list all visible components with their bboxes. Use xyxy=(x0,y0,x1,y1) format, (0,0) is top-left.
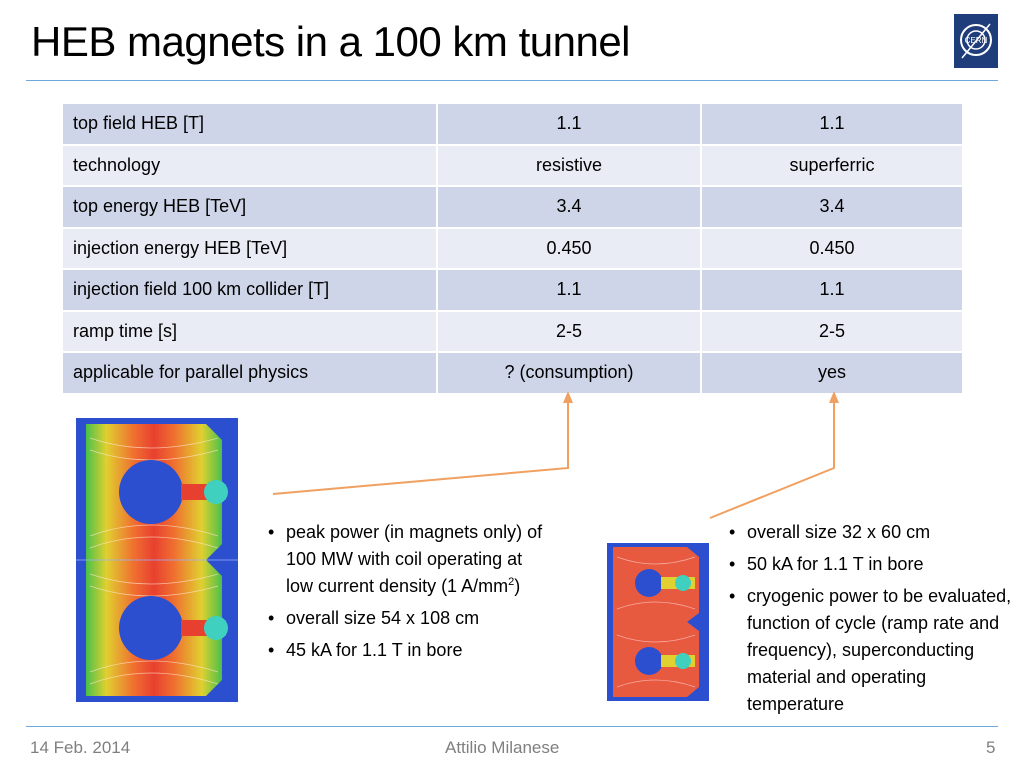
table-row: ramp time [s] 2-5 2-5 xyxy=(61,309,964,353)
superferric-notes-list: overall size 32 x 60 cm 50 kA for 1.1 T … xyxy=(727,519,1017,723)
row-label: technology xyxy=(61,143,438,187)
row-label: applicable for parallel physics xyxy=(61,351,438,395)
superferric-value: superferric xyxy=(700,143,964,187)
cern-logo: CERN xyxy=(954,14,998,68)
resistive-magnet-fieldmap-image xyxy=(76,418,238,702)
superferric-value: 0.450 xyxy=(700,226,964,270)
table-row: injection energy HEB [TeV] 0.450 0.450 xyxy=(61,226,964,270)
footer-divider xyxy=(26,726,998,727)
resistive-value: 0.450 xyxy=(436,226,702,270)
resistive-value: 2-5 xyxy=(436,309,702,353)
table-row: applicable for parallel physics ? (consu… xyxy=(61,351,964,395)
list-item: overall size 32 x 60 cm xyxy=(727,519,1017,546)
list-item: 45 kA for 1.1 T in bore xyxy=(266,637,546,664)
superferric-magnet-fieldmap-image xyxy=(607,543,709,701)
page-number: 5 xyxy=(986,738,996,757)
resistive-value: resistive xyxy=(436,143,702,187)
superferric-value: 3.4 xyxy=(700,185,964,229)
row-label: ramp time [s] xyxy=(61,309,438,353)
superferric-value: 1.1 xyxy=(700,268,964,312)
list-item: peak power (in magnets only) of 100 MW w… xyxy=(266,519,546,600)
comparison-table: top field HEB [T] 1.1 1.1 technology res… xyxy=(61,102,964,395)
resistive-value: 1.1 xyxy=(436,268,702,312)
table-row: injection field 100 km collider [T] 1.1 … xyxy=(61,268,964,312)
superferric-value: 1.1 xyxy=(700,102,964,146)
table-row: technology resistive superferric xyxy=(61,143,964,187)
table-row: top energy HEB [TeV] 3.4 3.4 xyxy=(61,185,964,229)
resistive-value: 3.4 xyxy=(436,185,702,229)
slide-title: HEB magnets in a 100 km tunnel xyxy=(31,18,631,65)
row-label: top energy HEB [TeV] xyxy=(61,185,438,229)
svg-text:CERN: CERN xyxy=(965,36,988,45)
footer-date: 14 Feb. 2014 xyxy=(30,738,131,757)
row-label: top field HEB [T] xyxy=(61,102,438,146)
superferric-value: 2-5 xyxy=(700,309,964,353)
superferric-callout-arrow xyxy=(709,396,835,519)
title-divider xyxy=(26,80,998,81)
resistive-value: 1.1 xyxy=(436,102,702,146)
list-item: overall size 54 x 108 cm xyxy=(266,605,546,632)
superferric-value: yes xyxy=(700,351,964,395)
resistive-notes-list: peak power (in magnets only) of 100 MW w… xyxy=(266,519,546,669)
row-label: injection field 100 km collider [T] xyxy=(61,268,438,312)
list-item: 50 kA for 1.1 T in bore xyxy=(727,551,1017,578)
resistive-value: ? (consumption) xyxy=(436,351,702,395)
row-label: injection energy HEB [TeV] xyxy=(61,226,438,270)
resistive-callout-arrow xyxy=(272,396,569,495)
footer-author: Attilio Milanese xyxy=(445,738,560,757)
list-item: cryogenic power to be evaluated, functio… xyxy=(727,583,1017,718)
table-row: top field HEB [T] 1.1 1.1 xyxy=(61,102,964,146)
